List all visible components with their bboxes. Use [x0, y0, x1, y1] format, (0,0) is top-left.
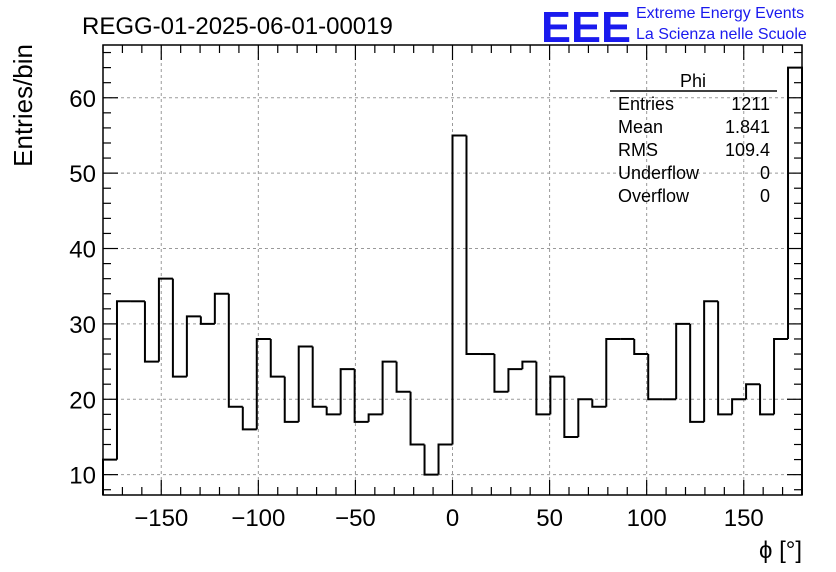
x-tick-label: 100 [627, 505, 667, 532]
histogram-bin [255, 337, 271, 430]
stats-value: 109.4 [725, 140, 770, 160]
x-tick-label: 150 [724, 505, 764, 532]
histogram-bin [703, 300, 719, 422]
stats-value: 0 [760, 186, 770, 206]
histogram-bin [381, 360, 397, 415]
x-tick-label: −150 [134, 505, 188, 532]
y-tick-label: 40 [69, 237, 96, 264]
histogram-bin [297, 345, 313, 422]
chart-title: REGG-01-2025-06-01-00019 [82, 13, 393, 40]
histogram-bin [353, 369, 369, 423]
histogram-bin [325, 406, 341, 416]
histogram-bin [269, 338, 285, 378]
y-tick-label: 10 [69, 463, 96, 490]
histogram-bin [647, 354, 663, 401]
histogram-bin [171, 278, 187, 378]
histogram-bin [507, 368, 523, 392]
stats-label: Underflow [618, 163, 700, 183]
histogram-bin [227, 293, 243, 408]
histogram-bin [395, 361, 411, 393]
logo-line-2: La Scienza nelle Scuole [636, 26, 807, 43]
y-tick-label: 20 [69, 387, 96, 414]
y-tick-label: 50 [69, 161, 96, 188]
x-axis-ticks: −150 −100 −50 0 50 100 150 [102, 45, 803, 532]
histogram-bin [143, 301, 159, 363]
stats-rows: Entries 1211 Mean 1.841 RMS 109.4 Underflow 0 Ov… [618, 94, 770, 206]
histogram-bin [717, 301, 733, 416]
x-tick-label: 50 [536, 505, 563, 532]
histogram-bin [689, 323, 705, 423]
histogram-bin [283, 376, 299, 423]
histogram-bin [213, 292, 229, 324]
histogram-bin [241, 406, 257, 431]
histogram-bin [535, 361, 551, 416]
histogram-bin [549, 375, 565, 415]
y-tick-label: 60 [69, 86, 96, 113]
stats-value: 1211 [731, 94, 770, 114]
histogram-bin [465, 135, 481, 356]
histogram-bin [521, 360, 537, 370]
histogram-bin [605, 337, 621, 407]
histogram-bin [591, 399, 607, 408]
histogram-bin [367, 413, 383, 422]
histogram-bin [759, 384, 775, 416]
y-axis-label: Entries/bin [8, 44, 38, 167]
x-tick-label: −100 [231, 505, 285, 532]
stats-value: 1.841 [725, 117, 770, 137]
y-tick-label: 30 [69, 312, 96, 339]
histogram-bin [423, 444, 439, 476]
histogram-bin [339, 368, 355, 415]
histogram-bin [311, 346, 327, 408]
stats-box: Phi Entries 1211 Mean 1.841 RMS 109.4 Underflo… [610, 71, 777, 206]
histogram-bin [633, 338, 649, 356]
y-axis-ticks: 10 20 30 40 50 60 [69, 51, 802, 491]
histogram-bin [451, 134, 467, 445]
stats-value: 0 [760, 163, 770, 183]
x-tick-label: 0 [446, 505, 459, 532]
x-axis-label: ϕ [°] [759, 537, 802, 564]
stats-title: Phi [680, 71, 706, 91]
logo-mark: EEE [541, 3, 631, 52]
histogram-bin [745, 383, 761, 400]
stats-label: Entries [618, 94, 674, 114]
histogram-bin [437, 443, 453, 475]
stats-label: Overflow [618, 186, 690, 206]
histogram-bin [773, 337, 789, 415]
histogram-series [102, 66, 803, 495]
histogram-bin [493, 354, 509, 393]
histogram-bin [563, 376, 579, 438]
logo-line-1: Extreme Energy Events [636, 5, 804, 22]
histogram-bin [675, 322, 691, 400]
histogram-bin [157, 277, 173, 362]
stats-label: RMS [618, 140, 658, 160]
stats-label: Mean [618, 117, 663, 137]
histogram-bin [731, 398, 747, 415]
x-tick-label: −50 [335, 505, 376, 532]
histogram-bin [577, 398, 593, 437]
histogram-bin [199, 316, 215, 325]
histogram-bin [185, 315, 201, 377]
histogram-bin [787, 66, 803, 495]
histogram-bin [409, 391, 425, 446]
eee-logo: EEE Extreme Energy Events La Scienza nel… [541, 3, 807, 52]
histogram-bin [115, 300, 131, 460]
